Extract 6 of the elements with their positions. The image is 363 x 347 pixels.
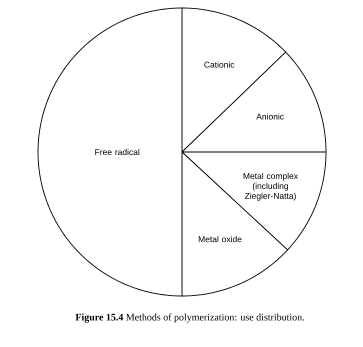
- slice-label: Metal complex (including Ziegler-Natta): [244, 172, 298, 201]
- slice-label: Free radical: [95, 148, 140, 156]
- text: Figure 15.4 Methods of polymerization: use distribution.: [76, 313, 304, 323]
- slice-label: Anionic: [256, 113, 284, 120]
- slice-label: Metal oxide: [198, 236, 242, 242]
- slice-label: Cationic: [204, 61, 234, 68]
